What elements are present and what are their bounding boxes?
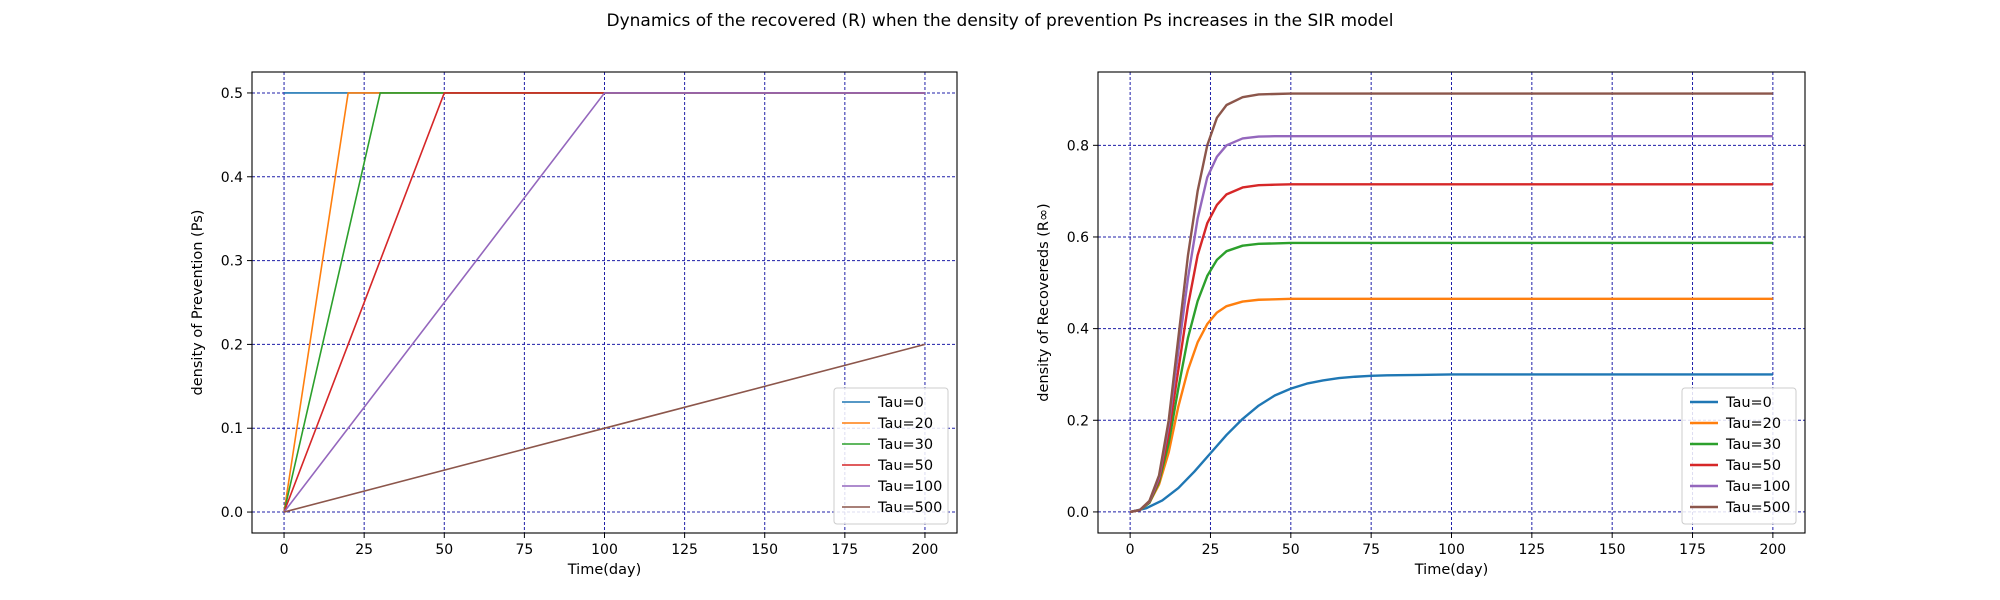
x-tick-label: 25	[355, 542, 373, 558]
y-tick-label: 0.2	[1067, 413, 1089, 429]
legend-label: Tau=500	[877, 500, 942, 516]
x-tick-label: 175	[1679, 542, 1706, 558]
left-chart-prevention-density: 0 25 50 75 100 125 150 175 200 0.0 0.1 0.2 0.3 0.4 0.5…	[190, 71, 958, 578]
legend-label: Tau=20	[877, 416, 933, 432]
x-tick-label: 50	[1282, 542, 1300, 558]
x-tick-label: 200	[912, 542, 939, 558]
y-axis-label: density of Prevention (Ps)	[190, 210, 206, 396]
x-tick-label: 0	[1126, 542, 1135, 558]
x-tick-label: 125	[671, 542, 698, 558]
x-tick-label: 50	[435, 542, 453, 558]
x-tick-label: 25	[1202, 542, 1220, 558]
y-tick-label: 0.5	[221, 86, 243, 102]
y-tick-label: 0.4	[221, 170, 243, 186]
x-tick-label: 125	[1518, 542, 1545, 558]
series-lines	[283, 92, 926, 513]
x-tick-label: 100	[1438, 542, 1465, 558]
legend-label: Tau=30	[1725, 437, 1781, 453]
x-tick-label: 0	[280, 542, 289, 558]
legend-label: Tau=0	[1725, 395, 1772, 411]
y-axis-label: density of Recovereds (R∞)	[1036, 203, 1052, 401]
x-tick-label: 75	[515, 542, 533, 558]
legend-label: Tau=30	[877, 437, 933, 453]
legend-box	[833, 387, 949, 525]
legend-label: Tau=100	[877, 479, 942, 495]
right-chart-recovered-density: 0 25 50 75 100 125 150 175 200 0.0 0.2 0.4 0.6 0.8 Tim…	[1036, 71, 1806, 578]
y-tick-label: 0.6	[1067, 230, 1089, 246]
series-line-tau-500	[283, 343, 926, 513]
x-tick-label: 75	[1362, 542, 1380, 558]
series-line-tau-0	[1129, 373, 1773, 514]
y-tick-label: 0.3	[221, 254, 243, 270]
y-tick-label: 0.0	[1067, 505, 1089, 521]
x-tick-label: 175	[831, 542, 858, 558]
legend-label: Tau=100	[1725, 479, 1790, 495]
grid	[1098, 72, 1805, 533]
x-tick-label: 150	[751, 542, 778, 558]
y-tick-label: 0.0	[221, 505, 243, 521]
legend-label: Tau=500	[1725, 500, 1790, 516]
x-axis-label: Time(day)	[567, 562, 641, 578]
y-tick-label: 0.8	[1067, 138, 1089, 154]
x-axis-label: Time(day)	[1414, 562, 1488, 578]
legend-label: Tau=20	[1725, 416, 1781, 432]
legend-label: Tau=50	[1725, 458, 1781, 474]
y-tick-label: 0.4	[1067, 322, 1089, 338]
series-lines	[1129, 92, 1773, 514]
legend: Tau=0 Tau=20 Tau=30 Tau=50 Tau=100 Tau=500	[1681, 387, 1797, 525]
y-tick-label: 0.2	[221, 337, 243, 353]
x-tick-label: 150	[1599, 542, 1626, 558]
x-tick-label: 100	[591, 542, 618, 558]
series-line-tau-500	[1129, 92, 1773, 514]
legend-label: Tau=50	[877, 458, 933, 474]
x-tick-label: 200	[1759, 542, 1786, 558]
y-tick-label: 0.1	[221, 421, 243, 437]
legend-label: Tau=0	[877, 395, 924, 411]
legend: Tau=0 Tau=20 Tau=30 Tau=50 Tau=100 Tau=500	[833, 387, 949, 525]
figure-title: Dynamics of the recovered (R) when the d…	[607, 11, 1394, 31]
series-line-tau-100	[283, 92, 925, 513]
